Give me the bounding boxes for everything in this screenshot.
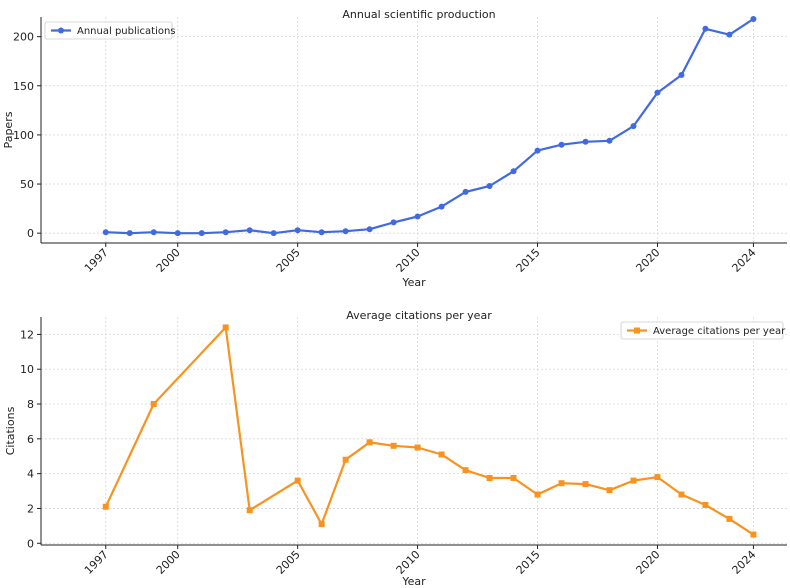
chart-panel-1: 0 50 100 150 200 1997 2000 2005 2010 2015 2020 2024… xyxy=(2,8,787,289)
x-tick-label: 2000 xyxy=(154,246,183,275)
data-point xyxy=(510,168,517,175)
legend: Annual publications xyxy=(44,21,176,40)
data-point xyxy=(438,451,445,458)
data-point xyxy=(390,442,397,449)
x-tick-label: 2005 xyxy=(274,246,303,275)
legend-label: Annual publications xyxy=(77,26,176,37)
y-tick-label: 50 xyxy=(20,178,34,191)
legend: Average citations per year xyxy=(620,321,786,340)
data-point xyxy=(630,477,637,484)
x-tick-label: 2005 xyxy=(274,548,303,577)
x-axis-label: Year xyxy=(401,276,426,289)
legend-marker xyxy=(634,327,640,334)
data-point xyxy=(582,481,589,488)
x-tick-label: 2020 xyxy=(634,246,663,275)
x-tick-label: 2015 xyxy=(514,246,543,275)
y-tick-label: 6 xyxy=(27,433,34,446)
data-point xyxy=(294,227,301,234)
y-tick-label: 0 xyxy=(27,537,34,550)
y-tick-label: 200 xyxy=(13,31,34,44)
x-axis-label: Year xyxy=(401,575,426,588)
data-point xyxy=(534,491,541,498)
data-point xyxy=(198,230,205,237)
data-point xyxy=(222,324,229,331)
data-point xyxy=(270,230,277,237)
data-point xyxy=(414,444,421,451)
data-point xyxy=(414,213,421,220)
data-point xyxy=(462,188,469,195)
data-point xyxy=(486,183,493,190)
data-point xyxy=(462,467,469,474)
series-line xyxy=(105,18,755,235)
data-point xyxy=(294,477,301,484)
chart-title: Annual scientific production xyxy=(342,8,495,21)
chart-panel-2: 0 2 4 6 8 10 12 1997 2000 2005 2010 2015 2020 2024 Ave… xyxy=(4,309,787,588)
data-point xyxy=(534,147,541,154)
data-point xyxy=(654,474,661,481)
x-tick-label: 1997 xyxy=(82,246,111,275)
x-tick-label: 2024 xyxy=(730,548,759,577)
data-point xyxy=(126,230,133,237)
data-point xyxy=(438,203,445,210)
data-point xyxy=(486,474,493,481)
y-tick-label: 12 xyxy=(20,328,34,341)
data-point xyxy=(342,228,349,235)
data-point xyxy=(726,31,733,38)
data-point xyxy=(150,229,157,236)
data-point xyxy=(726,515,733,522)
x-tick-label: 2020 xyxy=(634,548,663,577)
chart-title: Average citations per year xyxy=(346,309,492,322)
series-line xyxy=(104,326,755,536)
y-axis-label: Papers xyxy=(2,111,15,148)
y-tick-label: 100 xyxy=(13,129,34,142)
data-point xyxy=(342,456,349,463)
x-tick-label: 2015 xyxy=(514,548,543,577)
data-point xyxy=(654,89,661,96)
data-point xyxy=(318,521,325,528)
legend-marker xyxy=(58,27,64,34)
data-point xyxy=(510,474,517,481)
y-tick-label: 0 xyxy=(27,227,34,240)
x-tick-label: 1997 xyxy=(82,548,111,577)
y-tick-label: 10 xyxy=(20,363,34,376)
data-point xyxy=(606,137,613,144)
y-tick-label: 150 xyxy=(13,80,34,93)
data-point xyxy=(246,227,253,234)
data-point xyxy=(750,15,757,22)
y-tick-label: 2 xyxy=(27,502,34,515)
data-point xyxy=(702,501,709,508)
data-point xyxy=(174,230,181,237)
data-point xyxy=(390,219,397,226)
data-point xyxy=(582,138,589,145)
data-point xyxy=(366,226,373,233)
data-point xyxy=(606,487,613,494)
y-axis-label: Citations xyxy=(4,406,17,455)
x-tick-label: 2024 xyxy=(730,246,759,275)
legend-box xyxy=(620,321,784,340)
x-tick-label: 2010 xyxy=(394,246,423,275)
legend-label: Average citations per year xyxy=(653,326,786,337)
data-point xyxy=(678,491,685,498)
y-tick-label: 8 xyxy=(27,398,34,411)
data-point xyxy=(678,71,685,78)
x-tick-label: 2010 xyxy=(394,548,423,577)
data-point xyxy=(558,141,565,148)
data-point xyxy=(318,229,325,236)
data-point xyxy=(558,480,565,487)
data-point xyxy=(222,229,229,236)
data-point xyxy=(630,123,637,130)
data-point xyxy=(750,531,757,538)
x-tick-label: 2000 xyxy=(154,548,183,577)
data-point xyxy=(702,25,709,32)
data-point xyxy=(102,503,109,510)
data-point xyxy=(366,439,373,446)
legend-box xyxy=(44,21,173,40)
y-tick-label: 4 xyxy=(27,468,34,481)
data-point xyxy=(150,401,157,408)
data-point xyxy=(246,507,253,514)
data-point xyxy=(102,229,109,236)
